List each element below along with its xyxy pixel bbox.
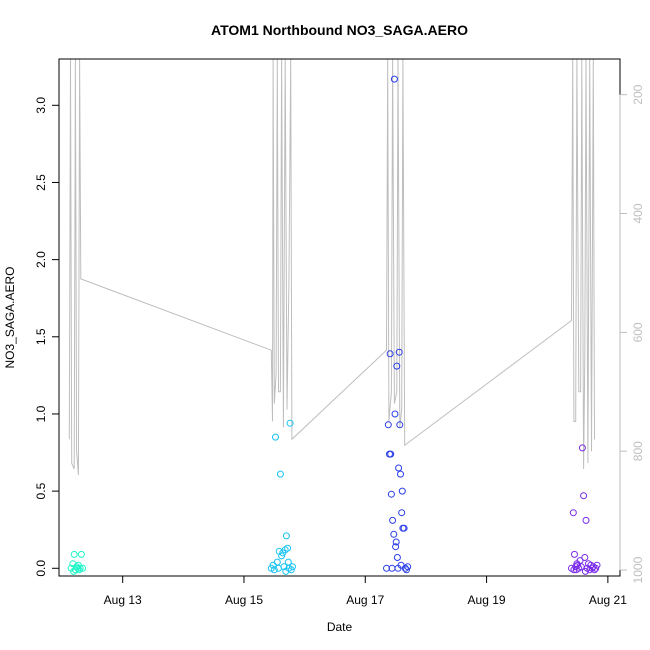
x-tick-label: Aug 15: [225, 593, 263, 607]
data-point: [392, 543, 400, 551]
x-tick-label: Aug 13: [104, 593, 142, 607]
data-point: [398, 509, 406, 517]
y-tick-label: 3.0: [34, 97, 48, 114]
x-tick-label: Aug 19: [468, 593, 506, 607]
data-point: [384, 421, 392, 429]
data-point: [578, 444, 586, 452]
y-tick-label: 0.5: [34, 482, 48, 499]
data-point: [70, 567, 78, 575]
data-point: [272, 433, 279, 441]
data-point: [392, 538, 400, 546]
data-point: [387, 490, 395, 498]
data-point: [580, 492, 588, 500]
data-point: [275, 564, 282, 572]
data-point: [391, 410, 399, 418]
data-point: [396, 421, 404, 429]
data-point: [569, 509, 577, 517]
y-tick-label: 2.0: [34, 251, 48, 268]
data-point: [593, 561, 601, 569]
data-point: [284, 558, 292, 566]
y-tick-label: 0.0: [34, 560, 48, 577]
data-point: [403, 566, 410, 574]
data-point: [573, 560, 581, 568]
secondary-series-line: [68, 58, 595, 476]
data-point: [74, 561, 82, 569]
x-axis-label: Date: [327, 620, 353, 634]
data-point: [273, 558, 281, 566]
data-point: [571, 550, 578, 558]
x-tick-label: Aug 17: [346, 593, 384, 607]
data-point: [77, 550, 85, 558]
y-tick-label: 1.5: [34, 328, 48, 345]
x-tick-label: Aug 21: [589, 593, 627, 607]
data-point: [581, 567, 589, 575]
y-axis-label: NO3_SAGA.AERO: [3, 266, 17, 368]
data-point: [389, 516, 397, 524]
data-point: [276, 470, 284, 478]
data-point: [397, 470, 404, 478]
data-point: [282, 567, 290, 575]
data-point: [398, 487, 406, 495]
data-point: [393, 554, 401, 561]
chart-title: ATOM1 Northbound NO3_SAGA.AERO: [211, 22, 468, 38]
plot-frame: [58, 58, 621, 577]
data-point: [395, 348, 403, 356]
data-point: [397, 561, 405, 569]
y2-tick-label: 200: [631, 84, 645, 104]
y2-tick-label: 800: [631, 441, 645, 461]
data-point: [581, 554, 589, 561]
points-layer: [67, 75, 601, 575]
data-point: [282, 532, 290, 540]
secondary-line-layer: [68, 58, 595, 476]
y-tick-label: 2.5: [34, 174, 48, 191]
data-point: [284, 544, 292, 552]
y2-tick-label: 600: [631, 322, 645, 342]
data-point: [390, 75, 398, 83]
data-point: [270, 566, 278, 574]
y2-tick-label: 1000: [631, 556, 645, 583]
data-point: [70, 550, 78, 558]
data-point: [393, 362, 401, 370]
data-point: [395, 464, 403, 472]
y2-tick-label: 400: [631, 203, 645, 223]
data-point: [387, 450, 395, 458]
data-point: [286, 419, 294, 427]
data-point: [289, 563, 296, 571]
x-axis: Aug 13 Aug 15 Aug 17 Aug 19 Aug 21: [104, 575, 627, 607]
y-axis: 0.0 0.5 1.0 1.5 2.0 2.5 3.0: [34, 97, 60, 577]
y-tick-label: 1.0: [34, 405, 48, 422]
data-point: [390, 530, 398, 538]
data-point: [404, 563, 412, 571]
data-point: [388, 564, 396, 572]
data-point: [592, 564, 600, 572]
data-point: [400, 524, 408, 532]
data-point: [386, 350, 394, 358]
data-point: [570, 566, 578, 574]
data-point: [582, 516, 590, 524]
right-axis: 200 400 600 800 1000: [619, 84, 645, 583]
